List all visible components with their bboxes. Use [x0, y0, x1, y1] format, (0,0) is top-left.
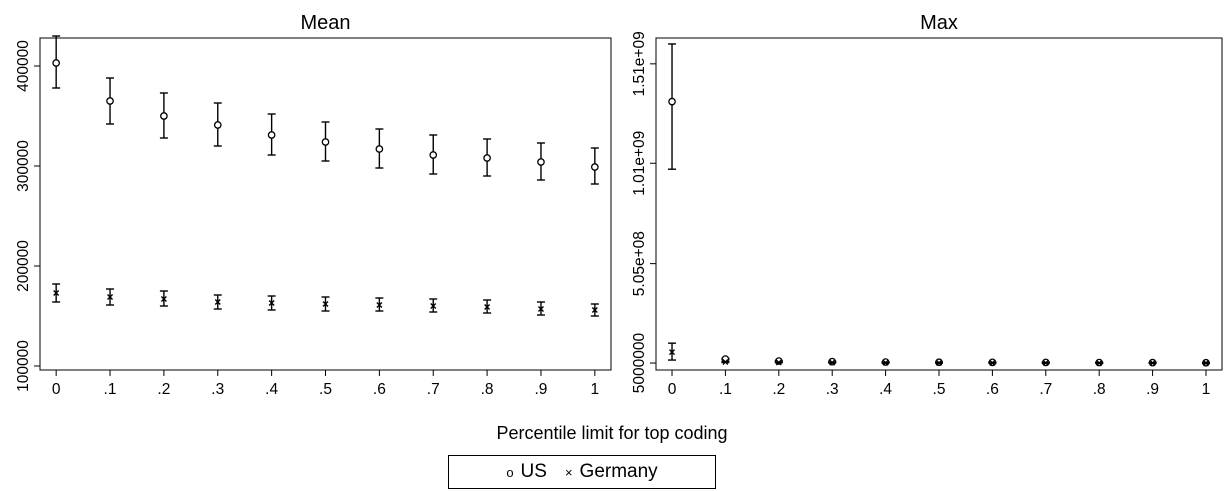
data-point-germany [1149, 360, 1156, 366]
data-point-germany [107, 294, 114, 300]
plot-frame [655, 37, 1223, 371]
data-point-us [537, 158, 545, 166]
data-point-germany [537, 306, 544, 312]
data-point-us [267, 131, 276, 139]
x-tick-label: .4 [265, 381, 278, 398]
data-point-us [52, 59, 61, 67]
legend-label-us: US [520, 461, 547, 482]
data-point-germany [268, 300, 275, 306]
x-tick-label: .8 [481, 381, 494, 398]
data-point-germany [722, 359, 729, 366]
panel-title: Max [920, 12, 958, 34]
x-tick-label: .8 [1093, 381, 1106, 398]
panel-max: Max 0 .1 .2 .3 .4 .5 .6 .7 .8 .9 1 5000000 5.05e+08 1.… [631, 12, 1223, 398]
x-tick-label: .5 [319, 381, 332, 398]
data-point-germany [160, 296, 167, 302]
y-tick-label: 200000 [15, 240, 32, 292]
data-point-germany [829, 359, 836, 366]
x-tick-label: .6 [986, 381, 999, 398]
data-point-germany [1042, 359, 1049, 366]
y-tick-label: 1.01e+09 [631, 131, 648, 196]
x-tick-label: .1 [104, 381, 117, 398]
data-point-germany [1202, 360, 1209, 367]
x-tick-label: .2 [157, 381, 170, 398]
data-point-germany [669, 349, 676, 356]
y-tick-label: 5000000 [631, 332, 648, 393]
data-point-germany [484, 304, 491, 310]
x-tick-label: 0 [668, 381, 677, 398]
data-point-us [375, 145, 384, 153]
data-point-us [668, 97, 676, 106]
legend-item-us: o US [506, 461, 547, 483]
data-point-germany [591, 307, 598, 313]
data-point-us [429, 151, 438, 159]
x-tick-label: .3 [826, 381, 839, 398]
data-point-us [321, 138, 330, 146]
data-point-germany [1096, 359, 1103, 366]
data-point-us [160, 112, 168, 120]
data-point-germany [430, 303, 437, 309]
x-tick-label: .4 [879, 381, 892, 398]
y-tick-label: 400000 [15, 40, 32, 92]
data-point-germany [214, 299, 221, 305]
data-point-germany [936, 359, 942, 366]
y-tick-label: 300000 [15, 140, 32, 192]
data-point-germany [322, 301, 329, 307]
data-point-germany [53, 290, 60, 296]
data-point-germany [775, 359, 782, 366]
data-point-us [590, 163, 599, 171]
y-tick-label: 100000 [15, 340, 32, 392]
data-point-germany [989, 359, 996, 366]
x-tick-label: .6 [373, 381, 386, 398]
x-tick-label: .1 [719, 381, 732, 398]
x-tick-label: .7 [1039, 381, 1052, 398]
y-tick-label: 5.05e+08 [631, 231, 648, 296]
x-tick-label: .7 [427, 381, 440, 398]
data-point-us [106, 97, 114, 105]
legend-label-germany: Germany [579, 461, 658, 482]
legend: o US × Germany [448, 455, 716, 489]
y-tick-label: 1.51e+09 [631, 31, 648, 96]
legend-item-germany: × Germany [565, 461, 658, 483]
x-tick-label: .2 [772, 381, 785, 398]
circle-marker-icon: o [506, 464, 514, 480]
x-tick-label: .9 [1146, 381, 1159, 398]
plot-frame [39, 37, 612, 371]
x-tick-label: .9 [535, 381, 548, 398]
x-marker-icon: × [564, 464, 573, 480]
panel-title: Mean [300, 12, 350, 34]
x-tick-label: 1 [591, 381, 600, 398]
data-point-us [213, 121, 222, 129]
data-point-germany [882, 359, 889, 366]
data-point-us [483, 154, 491, 162]
data-point-germany [376, 302, 383, 308]
x-axis-label: Percentile limit for top coding [496, 423, 727, 443]
x-tick-label: .3 [211, 381, 224, 398]
x-tick-label: 1 [1202, 381, 1211, 398]
x-tick-label: 0 [52, 381, 61, 398]
panel-mean: Mean 0 .1 .2 .3 .4 .5 .6 .7 .8 .9 1 100000 200000 3000… [15, 12, 612, 398]
x-tick-label: .5 [933, 381, 946, 398]
